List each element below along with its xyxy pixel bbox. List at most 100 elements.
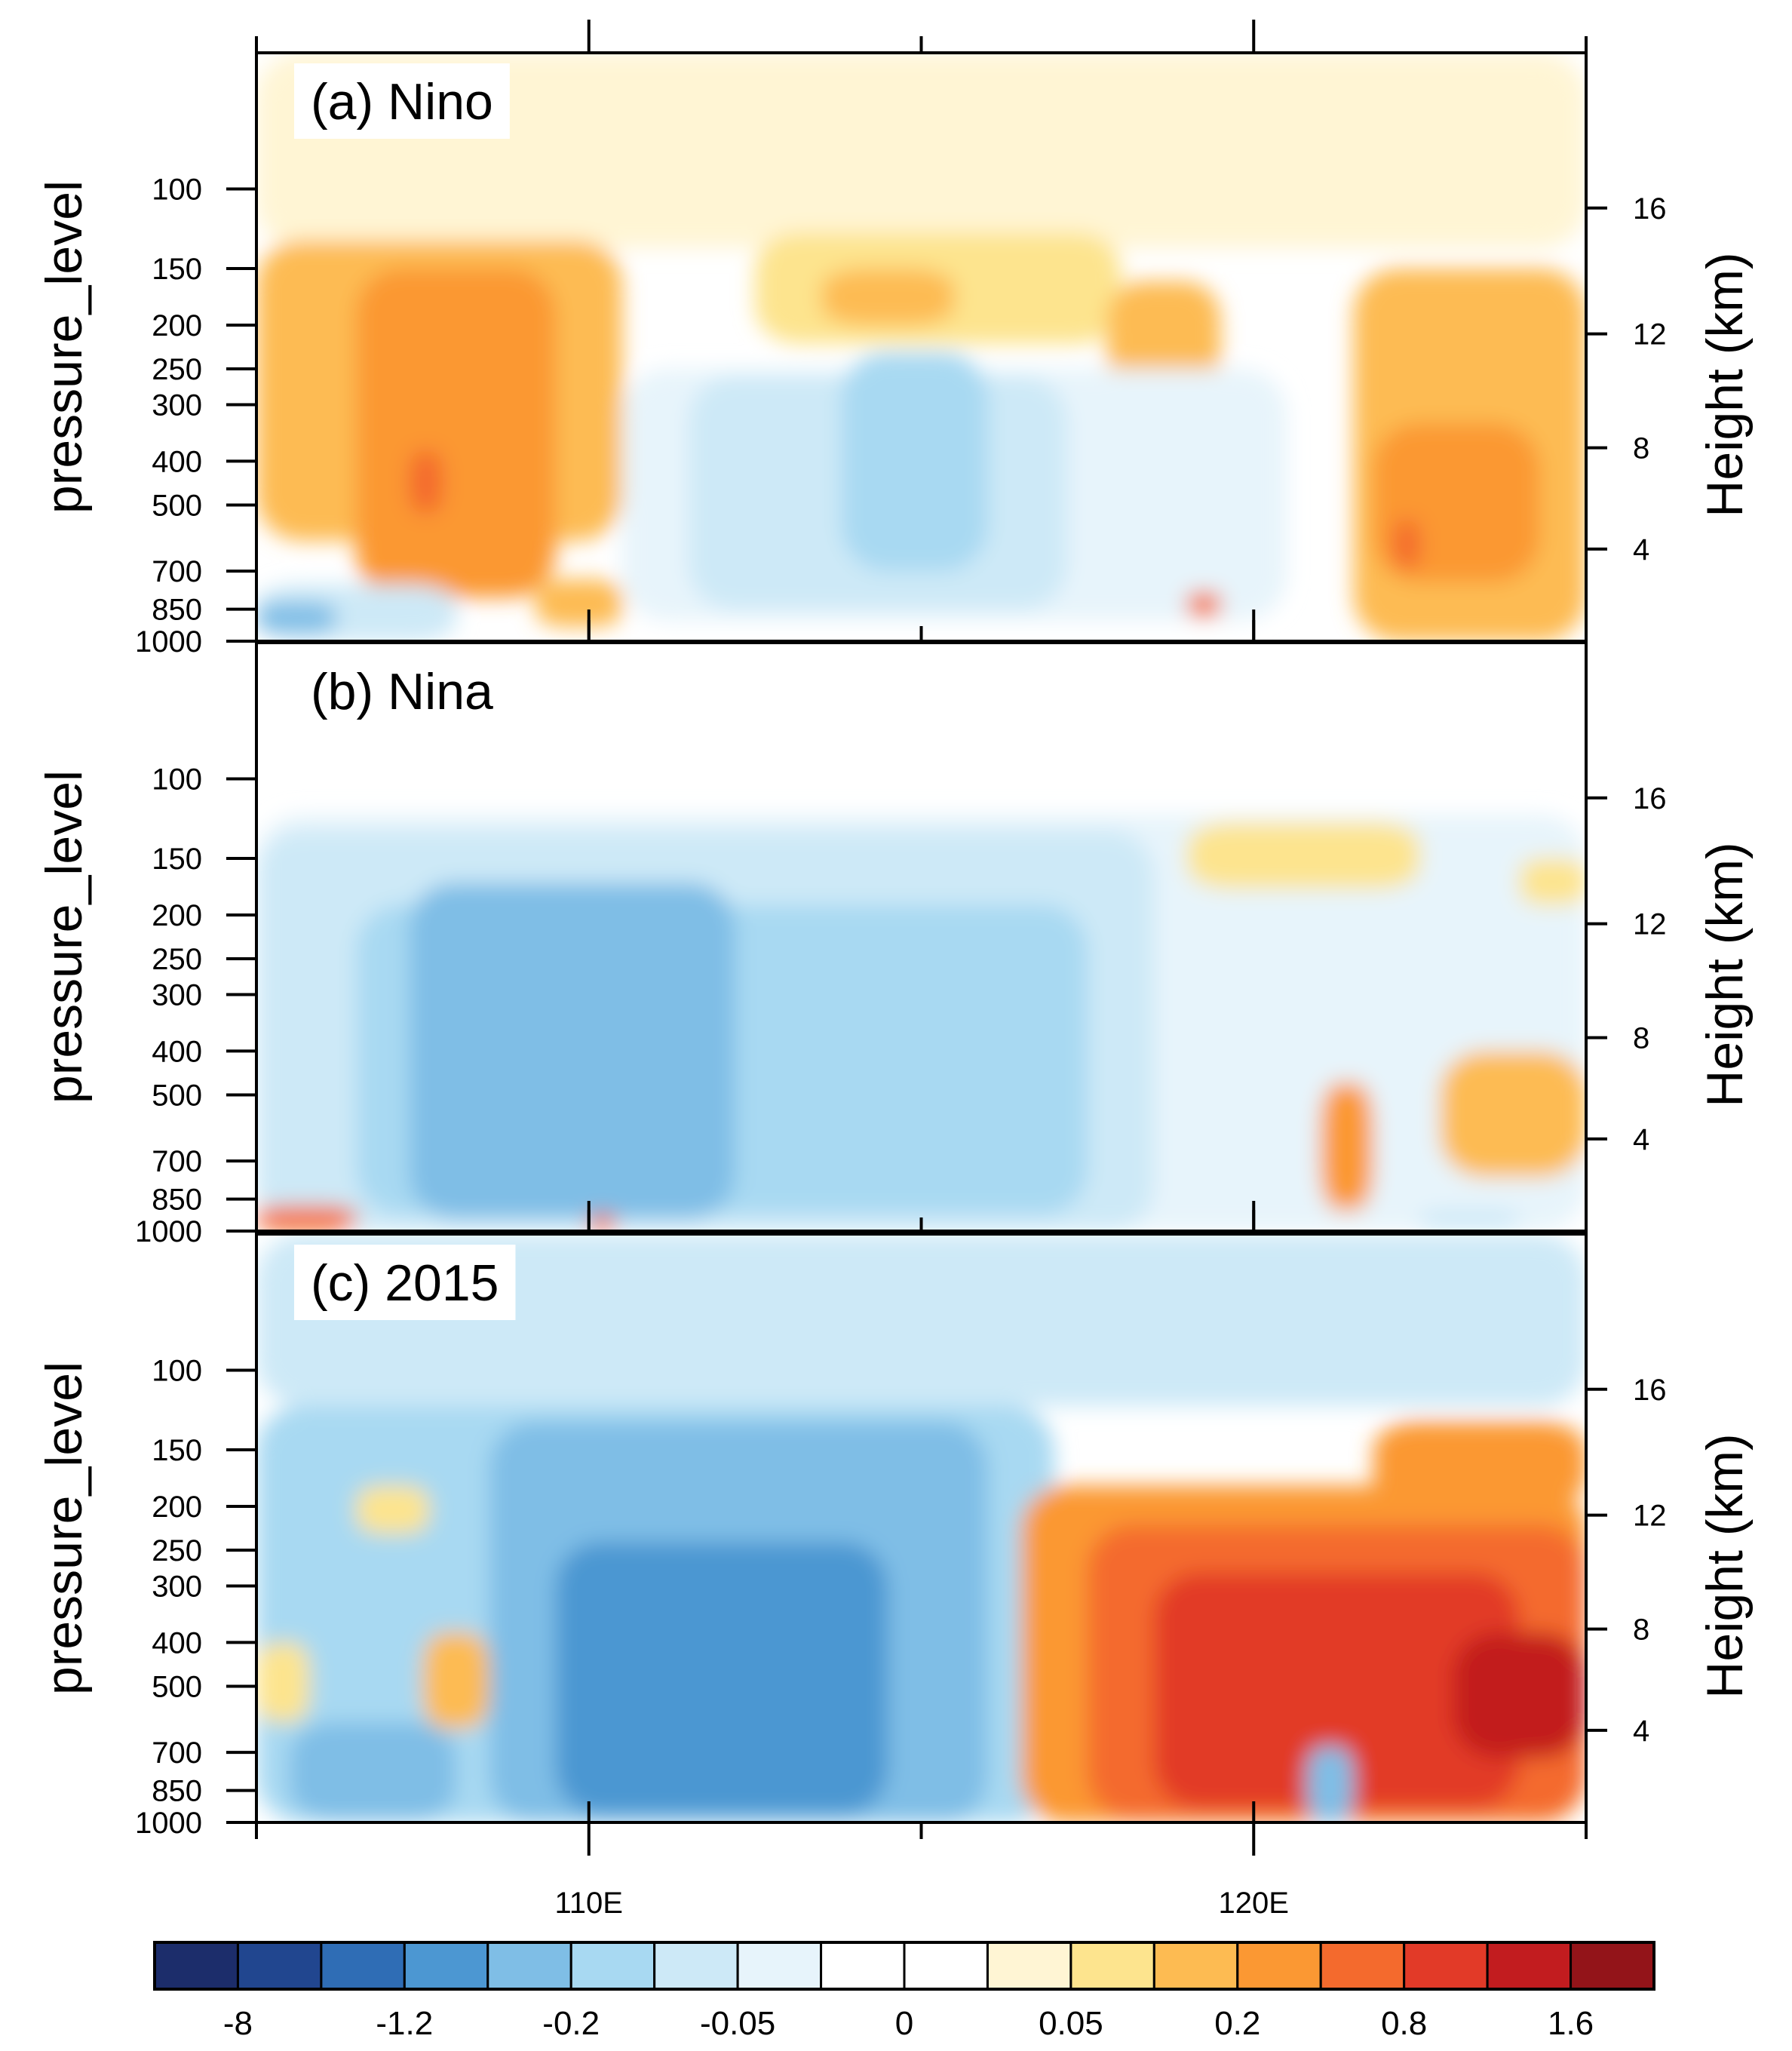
lon-tick-label: 120E bbox=[1219, 1887, 1289, 1920]
anomaly-field bbox=[256, 1234, 1586, 1822]
pressure-tick-label: 1000 bbox=[135, 1807, 202, 1840]
height-tick-label: 4 bbox=[1633, 533, 1649, 566]
contour-region bbox=[1306, 1746, 1354, 1822]
contour-region bbox=[1440, 1051, 1586, 1177]
pressure-tick-label: 300 bbox=[152, 389, 202, 422]
anomaly-field bbox=[256, 814, 1586, 1231]
pressure-tick-label: 300 bbox=[152, 979, 202, 1012]
pressure-tick-label: 1000 bbox=[135, 1215, 202, 1248]
panel-title: (c) 2015 bbox=[311, 1254, 499, 1312]
height-tick-label: 4 bbox=[1633, 1123, 1649, 1156]
contour-region bbox=[1453, 1632, 1586, 1758]
height-tick-label: 16 bbox=[1633, 1374, 1667, 1407]
contour-region bbox=[409, 883, 735, 1219]
anomaly-field bbox=[256, 53, 1586, 641]
contour-region bbox=[1373, 1421, 1586, 1506]
contour-region bbox=[1187, 822, 1420, 889]
contour-region bbox=[290, 1721, 456, 1821]
contour-region bbox=[1519, 858, 1586, 905]
panel-title: (b) Nina bbox=[311, 663, 493, 720]
height-tick-label: 8 bbox=[1633, 432, 1649, 465]
contour-region bbox=[1393, 520, 1420, 569]
colorbar-swatch bbox=[486, 1941, 572, 1991]
contour-region bbox=[1107, 281, 1221, 391]
colorbar-label: -0.2 bbox=[542, 2005, 600, 2042]
height-axis-label: Height (km) bbox=[1696, 1433, 1754, 1698]
pressure-tick-label: 500 bbox=[152, 1079, 202, 1113]
pressure-tick-label: 400 bbox=[152, 1626, 202, 1660]
pressure-tick-label: 200 bbox=[152, 309, 202, 342]
panel-c: (c) 20151001502002503004005007008501000p… bbox=[35, 1201, 1754, 1840]
pressure-axis-label: pressure_level bbox=[35, 770, 93, 1104]
panel-title-box bbox=[294, 1245, 516, 1320]
contour-region bbox=[442, 1041, 496, 1131]
pressure-tick-label: 100 bbox=[152, 763, 202, 796]
panel-title-box bbox=[294, 63, 510, 139]
colorbar-label: -8 bbox=[223, 2005, 253, 2042]
colorbar-swatch bbox=[569, 1941, 656, 1991]
pressure-tick-label: 400 bbox=[152, 445, 202, 478]
colorbar-swatch bbox=[986, 1941, 1072, 1991]
colorbar-swatch bbox=[1570, 1941, 1655, 1991]
pressure-axis-label: pressure_level bbox=[35, 180, 93, 514]
contour-region bbox=[821, 269, 955, 325]
pressure-tick-label: 200 bbox=[152, 1491, 202, 1524]
pressure-tick-label: 250 bbox=[152, 943, 202, 976]
pressure-tick-label: 850 bbox=[152, 1184, 202, 1217]
contour-region bbox=[422, 1632, 489, 1729]
colorbar-label: 0.2 bbox=[1214, 2005, 1260, 2042]
colorbar-label: 0 bbox=[895, 2005, 913, 2042]
contour-region bbox=[588, 1214, 616, 1231]
contour-region bbox=[535, 579, 622, 628]
pressure-tick-label: 200 bbox=[152, 899, 202, 932]
pressure-tick-label: 150 bbox=[152, 253, 202, 286]
pressure-tick-label: 250 bbox=[152, 1534, 202, 1567]
colorbar-label: -0.05 bbox=[700, 2005, 775, 2042]
contour-region bbox=[1320, 1082, 1373, 1211]
pressure-tick-label: 700 bbox=[152, 555, 202, 588]
lon-tick-label: 110E bbox=[555, 1887, 623, 1920]
colorbar-swatch bbox=[236, 1941, 323, 1991]
pressure-tick-label: 500 bbox=[152, 490, 202, 523]
pressure-tick-label: 400 bbox=[152, 1035, 202, 1068]
pressure-axis-label: pressure_level bbox=[35, 1362, 93, 1695]
colorbar-label: 0.05 bbox=[1039, 2005, 1103, 2042]
contour-region bbox=[409, 451, 443, 513]
pressure-tick-label: 850 bbox=[152, 1775, 202, 1808]
colorbar-swatch bbox=[153, 1941, 239, 1991]
pressure-tick-label: 300 bbox=[152, 1570, 202, 1604]
colorbar-swatch bbox=[1236, 1941, 1322, 1991]
pressure-tick-label: 850 bbox=[152, 594, 202, 627]
x-axis: 110E 120E bbox=[255, 1822, 1588, 1920]
panel-title: (a) Nino bbox=[311, 73, 493, 130]
colorbar: -8 -1.2 -0.2 -0.05 0 0.05 0.2 0.8 1.6 bbox=[153, 1941, 1655, 2042]
contour-region bbox=[356, 1485, 430, 1534]
colorbar-swatch bbox=[1152, 1941, 1239, 1991]
panel-b: (b) Nina1001502002503004005007008501000p… bbox=[35, 609, 1754, 1248]
colorbar-swatch bbox=[736, 1941, 823, 1991]
pressure-tick-label: 500 bbox=[152, 1671, 202, 1704]
colorbar-swatch bbox=[320, 1941, 406, 1991]
colorbar-swatch bbox=[1069, 1941, 1155, 1991]
height-tick-label: 12 bbox=[1633, 1500, 1667, 1533]
contour-region bbox=[1419, 1210, 1520, 1231]
contour-region bbox=[256, 602, 336, 634]
contour-region bbox=[256, 1234, 1586, 1406]
colorbar-swatch bbox=[403, 1941, 489, 1991]
height-tick-label: 4 bbox=[1633, 1715, 1649, 1748]
colorbar-label: -1.2 bbox=[376, 2005, 433, 2042]
contour-region bbox=[841, 352, 988, 572]
height-tick-label: 8 bbox=[1633, 1613, 1649, 1647]
pressure-tick-label: 100 bbox=[152, 173, 202, 206]
pressure-tick-label: 700 bbox=[152, 1145, 202, 1178]
contour-region bbox=[256, 1205, 357, 1231]
pressure-tick-label: 100 bbox=[152, 1354, 202, 1387]
pressure-tick-label: 700 bbox=[152, 1736, 202, 1770]
colorbar-swatch bbox=[1403, 1941, 1489, 1991]
contour-region bbox=[256, 53, 1586, 248]
height-tick-label: 16 bbox=[1633, 782, 1667, 815]
contour-region bbox=[356, 269, 556, 597]
colorbar-swatch bbox=[820, 1941, 906, 1991]
